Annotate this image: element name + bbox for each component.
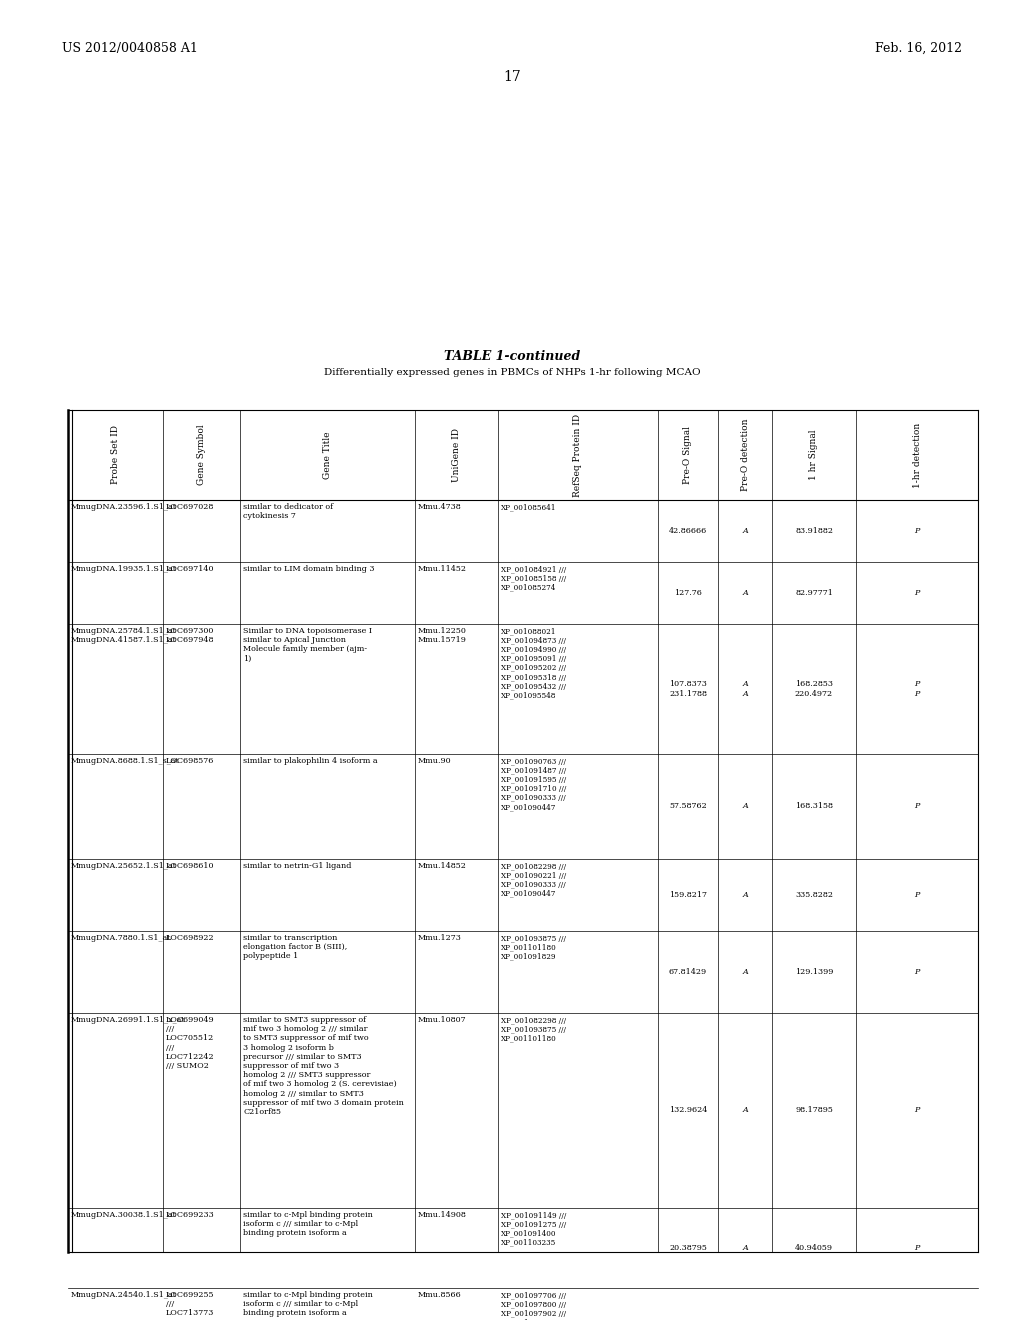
Text: similar to transcription
elongation factor B (SIII),
polypeptide 1: similar to transcription elongation fact…: [243, 935, 347, 961]
Text: A: A: [742, 1243, 748, 1251]
Text: LOC698922: LOC698922: [166, 935, 215, 942]
Text: 82.97771: 82.97771: [795, 589, 833, 597]
Text: 1-hr detection: 1-hr detection: [912, 422, 922, 487]
Text: 83.91882: 83.91882: [795, 527, 833, 535]
Text: LOC699233: LOC699233: [166, 1210, 215, 1218]
Text: Mmu.14908: Mmu.14908: [418, 1210, 467, 1218]
Text: RefSeq Protein ID: RefSeq Protein ID: [573, 413, 583, 496]
Text: TABLE 1-continued: TABLE 1-continued: [443, 350, 581, 363]
Text: Probe Set ID: Probe Set ID: [111, 425, 120, 484]
Text: 40.94059: 40.94059: [795, 1243, 833, 1251]
Text: MmugDNA.30038.1.S1_at: MmugDNA.30038.1.S1_at: [71, 1210, 177, 1218]
Text: Mmu.10807: Mmu.10807: [418, 1016, 467, 1024]
Text: Similar to DNA topoisomerase I
similar to Apical Junction
Molecule family member: Similar to DNA topoisomerase I similar t…: [243, 627, 372, 663]
Text: XP_001082298 ///
XP_001090221 ///
XP_001090333 ///
XP_001090447: XP_001082298 /// XP_001090221 /// XP_001…: [501, 862, 566, 898]
Text: MmugDNA.24540.1.S1_at: MmugDNA.24540.1.S1_at: [71, 1291, 177, 1299]
Text: XP_001085641: XP_001085641: [501, 503, 556, 511]
Text: 335.8282: 335.8282: [795, 891, 833, 899]
Text: XP_001084921 ///
XP_001085158 ///
XP_001085274: XP_001084921 /// XP_001085158 /// XP_001…: [501, 565, 566, 591]
Text: P: P: [914, 589, 920, 597]
Text: similar to c-Mpl binding protein
isoform c /// similar to c-Mpl
binding protein : similar to c-Mpl binding protein isoform…: [243, 1291, 373, 1317]
Text: 107.8373
231.1788: 107.8373 231.1788: [669, 680, 707, 697]
Text: MmugDNA.26991.1.S1_x_at: MmugDNA.26991.1.S1_x_at: [71, 1016, 185, 1024]
Text: Pre-O Signal: Pre-O Signal: [683, 426, 692, 484]
Text: Pre-O detection: Pre-O detection: [740, 418, 750, 491]
Text: XP_001091149 ///
XP_001091275 ///
XP_001091400
XP_001103235: XP_001091149 /// XP_001091275 /// XP_001…: [501, 1210, 566, 1246]
Text: XP_001097706 ///
XP_001097800 ///
XP_001097902 ///
XP_001098082 ///
XP_001097988: XP_001097706 /// XP_001097800 /// XP_001…: [501, 1291, 566, 1320]
Text: Gene Symbol: Gene Symbol: [197, 425, 206, 486]
Text: 98.17895: 98.17895: [795, 1106, 833, 1114]
Text: P: P: [914, 1106, 920, 1114]
Text: similar to LIM domain binding 3: similar to LIM domain binding 3: [243, 565, 375, 573]
Text: A: A: [742, 968, 748, 975]
Text: Mmu.12250
Mmu.15719: Mmu.12250 Mmu.15719: [418, 627, 467, 644]
Text: UniGene ID: UniGene ID: [452, 428, 461, 482]
Text: 1 hr Signal: 1 hr Signal: [810, 430, 818, 480]
Text: A: A: [742, 1106, 748, 1114]
Text: A: A: [742, 891, 748, 899]
Text: MmugDNA.25652.1.S1_at: MmugDNA.25652.1.S1_at: [71, 862, 177, 870]
Text: MmugDNA.7880.1.S1_at: MmugDNA.7880.1.S1_at: [71, 935, 171, 942]
Text: LOC697300
LOC697948: LOC697300 LOC697948: [166, 627, 214, 644]
Text: 129.1399: 129.1399: [795, 968, 834, 975]
Text: 159.8217: 159.8217: [669, 891, 707, 899]
Text: US 2012/0040858 A1: US 2012/0040858 A1: [62, 42, 198, 55]
Text: similar to dedicator of
cytokinesis 7: similar to dedicator of cytokinesis 7: [243, 503, 333, 520]
Text: LOC699049
///
LOC705512
///
LOC712242
/// SUMO2: LOC699049 /// LOC705512 /// LOC712242 //…: [166, 1016, 215, 1071]
Text: P: P: [914, 968, 920, 975]
Text: A: A: [742, 527, 748, 535]
Text: LOC697140: LOC697140: [166, 565, 214, 573]
Text: MmugDNA.8688.1.S1_s_at: MmugDNA.8688.1.S1_s_at: [71, 756, 180, 766]
Text: 67.81429: 67.81429: [669, 968, 707, 975]
Text: 132.9624: 132.9624: [669, 1106, 708, 1114]
Text: Differentially expressed genes in PBMCs of NHPs 1-hr following MCAO: Differentially expressed genes in PBMCs …: [324, 368, 700, 378]
Text: 17: 17: [503, 70, 521, 84]
Text: MmugDNA.23596.1.S1_at: MmugDNA.23596.1.S1_at: [71, 503, 177, 511]
Text: similar to SMT3 suppressor of
mif two 3 homolog 2 /// similar
to SMT3 suppressor: similar to SMT3 suppressor of mif two 3 …: [243, 1016, 403, 1115]
Text: Mmu.14852: Mmu.14852: [418, 862, 467, 870]
Text: P: P: [914, 1243, 920, 1251]
Text: MmugDNA.25784.1.S1_at
MmugDNA.41587.1.S1_at: MmugDNA.25784.1.S1_at MmugDNA.41587.1.S1…: [71, 627, 177, 644]
Text: Mmu.1273: Mmu.1273: [418, 935, 462, 942]
Text: Mmu.90: Mmu.90: [418, 756, 452, 766]
Text: XP_001093875 ///
XP_001101180
XP_001091829: XP_001093875 /// XP_001101180 XP_0010918…: [501, 935, 566, 961]
Text: 168.3158: 168.3158: [795, 803, 833, 810]
Text: similar to c-Mpl binding protein
isoform c /// similar to c-Mpl
binding protein : similar to c-Mpl binding protein isoform…: [243, 1210, 373, 1237]
Text: P
P: P P: [914, 680, 920, 697]
Text: 127.76: 127.76: [674, 589, 701, 597]
Text: Feb. 16, 2012: Feb. 16, 2012: [874, 42, 962, 55]
Text: A: A: [742, 803, 748, 810]
Text: 20.38795: 20.38795: [669, 1243, 707, 1251]
Text: 57.58762: 57.58762: [669, 803, 707, 810]
Text: similar to netrin-G1 ligand: similar to netrin-G1 ligand: [243, 862, 351, 870]
Text: XP_001090763 ///
XP_001091487 ///
XP_001091595 ///
XP_001091710 ///
XP_001090333: XP_001090763 /// XP_001091487 /// XP_001…: [501, 756, 566, 810]
Text: 168.2853
220.4972: 168.2853 220.4972: [795, 680, 834, 697]
Text: LOC699255
///
LOC713773: LOC699255 /// LOC713773: [166, 1291, 214, 1317]
Text: Gene Title: Gene Title: [323, 432, 332, 479]
Text: A
A: A A: [742, 680, 748, 697]
Text: XP_001082298 ///
XP_001093875 ///
XP_001101180: XP_001082298 /// XP_001093875 /// XP_001…: [501, 1016, 566, 1043]
Text: P: P: [914, 803, 920, 810]
Text: similar to plakophilin 4 isoform a: similar to plakophilin 4 isoform a: [243, 756, 378, 766]
Text: LOC698610: LOC698610: [166, 862, 214, 870]
Text: LOC698576: LOC698576: [166, 756, 214, 766]
Text: Mmu.8566: Mmu.8566: [418, 1291, 462, 1299]
Text: P: P: [914, 891, 920, 899]
Text: A: A: [742, 589, 748, 597]
Text: Mmu.11452: Mmu.11452: [418, 565, 467, 573]
Text: MmugDNA.19935.1.S1_at: MmugDNA.19935.1.S1_at: [71, 565, 177, 573]
Text: P: P: [914, 527, 920, 535]
Text: Mmu.4738: Mmu.4738: [418, 503, 462, 511]
Text: 42.86666: 42.86666: [669, 527, 708, 535]
Text: LOC697028: LOC697028: [166, 503, 214, 511]
Text: XP_001088021
XP_001094873 ///
XP_001094990 ///
XP_001095091 ///
XP_001095202 ///: XP_001088021 XP_001094873 /// XP_0010949…: [501, 627, 566, 700]
